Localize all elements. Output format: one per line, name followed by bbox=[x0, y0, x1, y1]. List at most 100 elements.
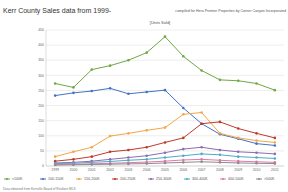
point bbox=[200, 160, 203, 163]
x-tick-label: 2006 bbox=[179, 168, 187, 172]
x-axis bbox=[46, 166, 284, 167]
point bbox=[219, 149, 222, 152]
footnote: Data obtained from Kerrville Board of Re… bbox=[3, 187, 76, 191]
point bbox=[109, 162, 112, 165]
legend-label: 200-250K bbox=[120, 177, 136, 181]
point bbox=[54, 164, 57, 166]
point bbox=[219, 132, 222, 135]
grid-line bbox=[46, 30, 284, 31]
grid-line bbox=[46, 135, 284, 136]
point bbox=[219, 121, 222, 124]
legend-label: <100K bbox=[12, 177, 23, 181]
point bbox=[72, 150, 75, 153]
point bbox=[164, 89, 167, 92]
legend-swatch bbox=[40, 179, 46, 180]
point bbox=[255, 162, 258, 165]
legend-swatch bbox=[256, 179, 262, 180]
point bbox=[72, 158, 75, 161]
x-tick-label: 2003 bbox=[124, 168, 132, 172]
y-axis bbox=[46, 30, 47, 166]
grid-line bbox=[46, 120, 284, 121]
x-tick-label: 2005 bbox=[161, 168, 169, 172]
y-tick-label: 250 bbox=[38, 89, 44, 93]
point bbox=[109, 163, 112, 166]
y-tick-label: 0 bbox=[42, 164, 44, 168]
legend-swatch bbox=[76, 179, 82, 180]
grid-line bbox=[46, 105, 284, 106]
x-tick-label: 1999 bbox=[51, 168, 59, 172]
title: Kerr County Sales data from 1999- bbox=[3, 7, 112, 15]
point bbox=[127, 163, 130, 166]
legend-label: 300-400K bbox=[192, 177, 208, 181]
legend-label: 400-500K bbox=[228, 177, 244, 181]
grid-line bbox=[46, 45, 284, 46]
point bbox=[200, 69, 203, 72]
chart-label: [Units Sold] bbox=[150, 20, 170, 25]
series-line bbox=[55, 37, 275, 90]
series-line bbox=[55, 147, 275, 163]
series-line bbox=[55, 159, 275, 164]
y-tick-label: 450 bbox=[38, 28, 44, 32]
point bbox=[200, 111, 203, 114]
point bbox=[109, 150, 112, 153]
point bbox=[72, 86, 75, 89]
point bbox=[274, 137, 277, 140]
point bbox=[164, 162, 167, 165]
point bbox=[127, 149, 130, 152]
point bbox=[255, 132, 258, 135]
point bbox=[274, 141, 277, 144]
point bbox=[274, 162, 277, 165]
series-line bbox=[55, 154, 275, 164]
legend-marker bbox=[186, 178, 188, 180]
point bbox=[72, 163, 75, 166]
point bbox=[127, 156, 130, 159]
point bbox=[90, 68, 93, 71]
series-line bbox=[55, 122, 275, 161]
chart: Kerr County Sales data from 1999-compile… bbox=[0, 0, 288, 192]
x-tick-label: 2002 bbox=[106, 168, 114, 172]
legend-marker bbox=[150, 178, 152, 180]
point bbox=[54, 155, 57, 158]
legend-marker bbox=[42, 178, 44, 180]
point bbox=[127, 159, 130, 162]
point bbox=[72, 163, 75, 166]
point bbox=[200, 122, 203, 125]
point bbox=[237, 127, 240, 130]
point bbox=[164, 141, 167, 144]
point bbox=[255, 156, 258, 159]
point bbox=[90, 163, 93, 166]
point bbox=[145, 146, 148, 149]
legend-marker bbox=[258, 178, 260, 180]
point bbox=[145, 129, 148, 132]
point bbox=[145, 162, 148, 165]
grid-line bbox=[46, 75, 284, 76]
y-tick-label: 300 bbox=[38, 74, 44, 78]
point bbox=[145, 154, 148, 157]
point bbox=[109, 64, 112, 67]
legend-marker bbox=[114, 178, 116, 180]
point bbox=[145, 51, 148, 54]
point bbox=[200, 153, 203, 156]
point bbox=[255, 151, 258, 154]
point bbox=[127, 59, 130, 62]
point bbox=[72, 92, 75, 95]
point bbox=[255, 142, 258, 145]
legend-label: >500K bbox=[264, 177, 275, 181]
point bbox=[182, 159, 185, 162]
grid-line bbox=[46, 150, 284, 151]
point bbox=[255, 139, 258, 142]
legend-marker bbox=[78, 178, 80, 180]
legend-swatch bbox=[112, 179, 118, 180]
legend-swatch bbox=[148, 179, 154, 180]
legend-label: 150-200K bbox=[84, 177, 100, 181]
point bbox=[109, 135, 112, 138]
point bbox=[274, 157, 277, 160]
point bbox=[90, 90, 93, 93]
x-tick-label: 2004 bbox=[143, 168, 151, 172]
grid-line bbox=[46, 166, 284, 167]
point bbox=[274, 89, 277, 92]
series-line bbox=[55, 88, 275, 145]
legend-swatch bbox=[4, 179, 10, 180]
legend-label: 100-150K bbox=[48, 177, 64, 181]
point bbox=[182, 113, 185, 116]
